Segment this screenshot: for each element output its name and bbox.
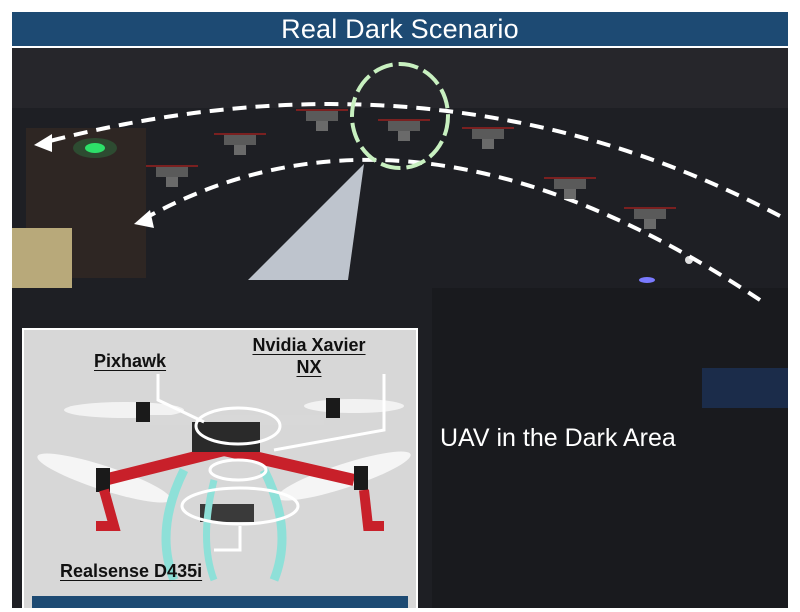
title-bar: Real Dark Scenario — [12, 12, 788, 46]
upper-arrow-head — [34, 134, 52, 152]
landing-gear-center — [203, 479, 218, 582]
uav-closeup-inset: Pixhawk Nvidia Xavier NX Realsense D435i… — [22, 328, 418, 608]
green-indicator-glow — [73, 138, 117, 158]
dark-area-caption: UAV in the Dark Area — [440, 424, 676, 452]
cardboard-box — [12, 228, 72, 288]
blue-object — [702, 368, 788, 408]
drone-icon — [296, 109, 348, 131]
lower-trajectory-arrow — [141, 157, 762, 302]
frame-arm-front-right — [222, 444, 356, 486]
uav-photo — [24, 330, 416, 608]
landing-gear-left — [161, 467, 189, 582]
red-leg-right — [359, 489, 384, 531]
drone-icon — [462, 127, 514, 149]
blue-drone-light — [639, 277, 655, 283]
xavier-label-line2: NX — [296, 357, 322, 377]
frame-arm-front-left — [102, 444, 226, 486]
xavier-marker — [208, 458, 268, 482]
realsense-label: Realsense D435i — [60, 561, 203, 581]
drone-icon — [378, 119, 430, 141]
page-title: Real Dark Scenario — [281, 13, 519, 44]
xavier-label: Nvidia Xavier NX — [234, 334, 384, 378]
highlight-ellipse — [350, 62, 450, 170]
green-indicator-light — [85, 143, 105, 153]
upper-trajectory-arrow — [41, 102, 781, 218]
lower-arrow-head — [134, 210, 154, 228]
motor — [326, 398, 340, 418]
red-leg-left — [96, 488, 121, 531]
zoom-callout-wedge — [248, 164, 364, 280]
pixhawk-leader — [156, 374, 205, 424]
motor — [354, 466, 368, 490]
propeller-back-right — [304, 399, 404, 413]
pixhawk-label: Pixhawk — [94, 351, 167, 371]
drone-icon — [214, 133, 266, 155]
floor-shadow — [432, 288, 788, 608]
realsense-marker — [180, 486, 300, 526]
drone-icon — [146, 165, 198, 187]
landing-gear-right — [259, 467, 287, 582]
pixhawk-marker — [194, 406, 282, 446]
uav-caption-bar: UAV — [32, 596, 408, 608]
dark-scene-photo: UAV in the Dark Area — [12, 48, 788, 608]
depth-camera — [200, 504, 254, 522]
realsense-leader — [214, 526, 242, 552]
xavier-label-line1: Nvidia Xavier — [252, 335, 366, 355]
drone-icon — [624, 207, 676, 229]
motor — [96, 468, 110, 492]
ceiling — [12, 48, 788, 108]
drone-icon — [544, 177, 596, 199]
xavier-leader — [273, 374, 386, 452]
uav-caption: UAV — [193, 605, 247, 609]
motor — [136, 402, 150, 422]
propeller-back-left — [64, 402, 184, 418]
